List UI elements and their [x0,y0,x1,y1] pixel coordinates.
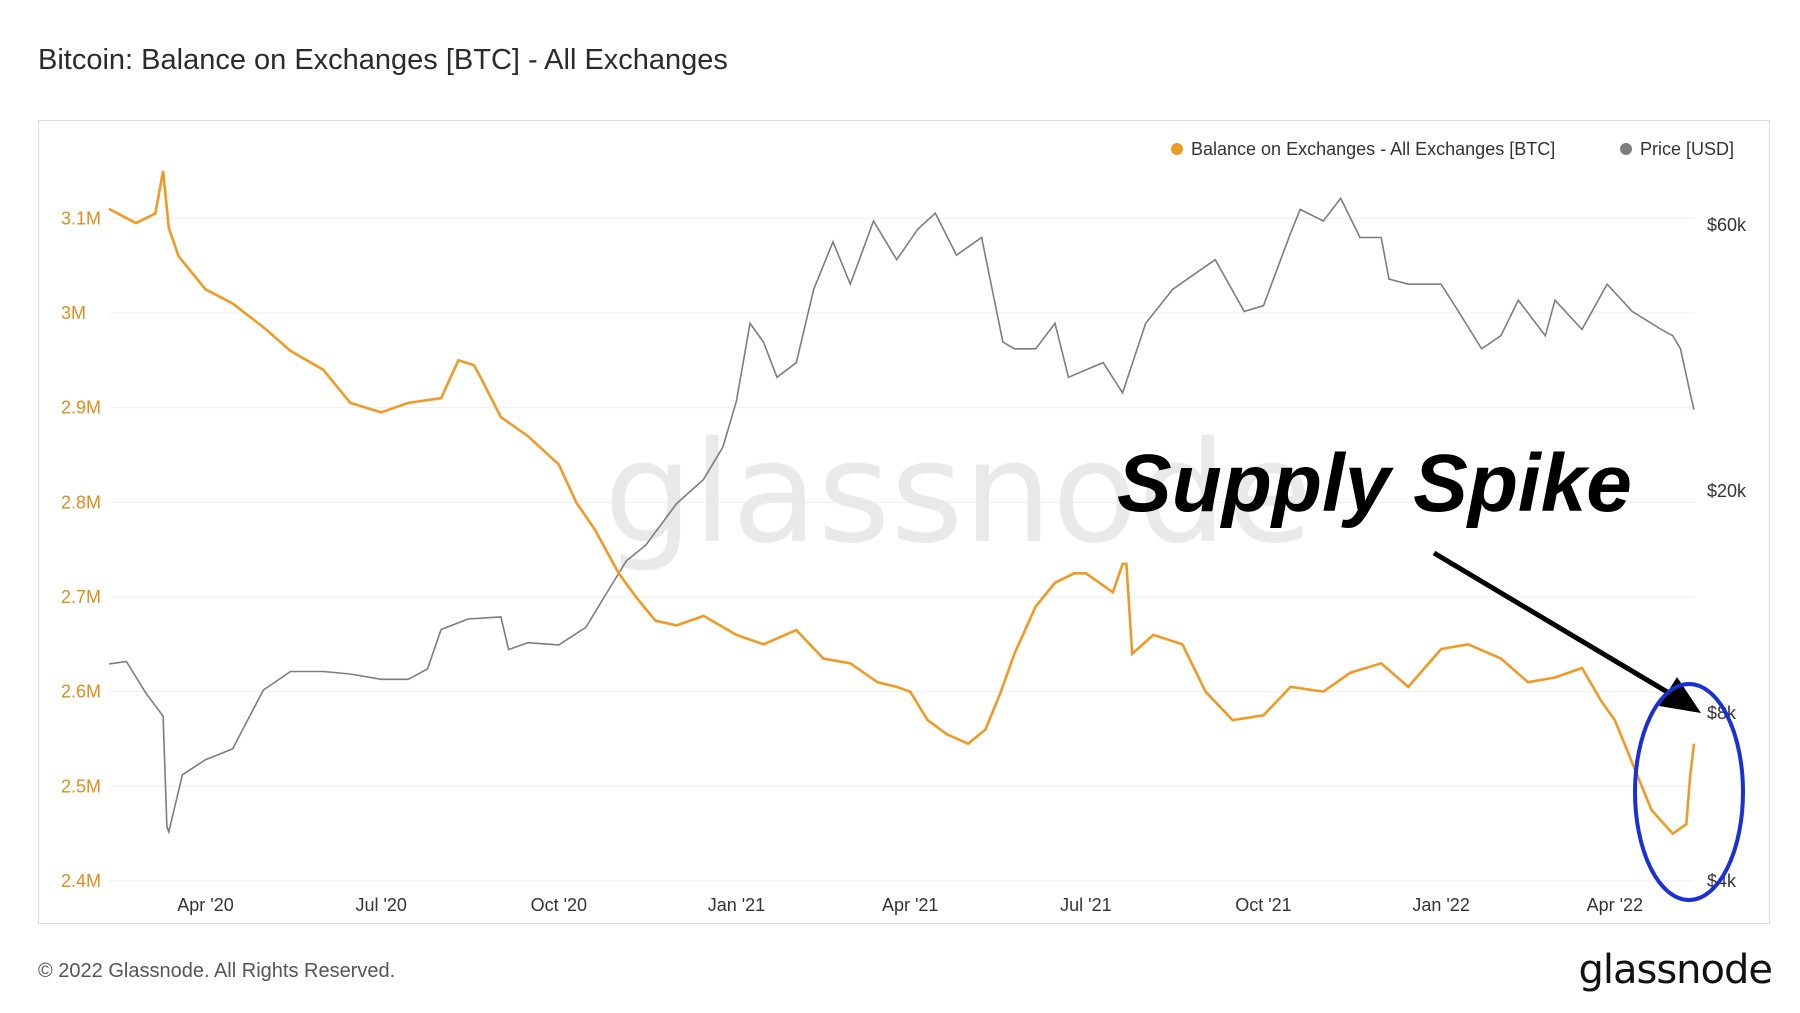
x-tick-label: Apr '20 [177,895,233,915]
x-tick-label: Apr '22 [1587,895,1643,915]
left-tick-label: 2.6M [61,682,101,702]
left-axis: 2.4M 2.5M 2.6M 2.7M 2.8M 2.9M 3M 3.1M [61,208,101,891]
x-tick-label: Jul '21 [1060,895,1111,915]
legend-balance-label: Balance on Exchanges - All Exchanges [BT… [1191,139,1555,159]
x-tick-label: Jan '22 [1412,895,1469,915]
left-tick-label: 2.7M [61,587,101,607]
balance-series-line [108,170,1696,836]
left-tick-label: 2.5M [61,776,101,796]
x-tick-label: Oct '21 [1235,895,1291,915]
x-axis: Apr '20 Jul '20 Oct '20 Jan '21 Apr '21 Jul '… [177,895,1643,915]
x-tick-label: Jan '21 [708,895,765,915]
chart-title: Bitcoin: Balance on Exchanges [BTC] - Al… [38,44,728,76]
legend-price-marker [1620,143,1632,155]
x-tick-label: Oct '20 [531,895,587,915]
left-tick-label: 3M [61,303,86,323]
chart-frame: glassnode 2.4M 2.5M 2.6M 2.7M 2.8M 2.9M 3M 3.1M… [38,120,1770,924]
legend-balance-marker [1171,143,1183,155]
left-tick-label: 3.1M [61,208,101,228]
watermark-text: glassnode [604,412,1313,575]
left-tick-label: 2.8M [61,492,101,512]
copyright-text: © 2022 Glassnode. All Rights Reserved. [38,960,396,982]
left-tick-label: 2.9M [61,398,101,418]
right-tick-label: $60k [1707,215,1747,235]
annotation-arrow [1432,550,1681,702]
legend-price-label: Price [USD] [1640,139,1734,159]
right-tick-label: $20k [1707,481,1747,501]
annotation-text: Supply Spike [1117,438,1632,529]
left-tick-label: 2.4M [61,871,101,891]
x-tick-label: Apr '21 [882,895,938,915]
x-tick-label: Jul '20 [355,895,406,915]
gridlines [109,217,1694,882]
annotation-arrowhead [1659,677,1701,713]
glassnode-logo: glassnode [1578,947,1773,993]
annotation-ellipse [1633,682,1745,902]
chart-svg: glassnode 2.4M 2.5M 2.6M 2.7M 2.8M 2.9M 3M 3.1M… [61,139,1747,915]
legend: Balance on Exchanges - All Exchanges [BT… [1171,139,1734,159]
price-series-line [108,196,1695,835]
supply-spike-annotation: Supply Spike [1117,438,1745,902]
